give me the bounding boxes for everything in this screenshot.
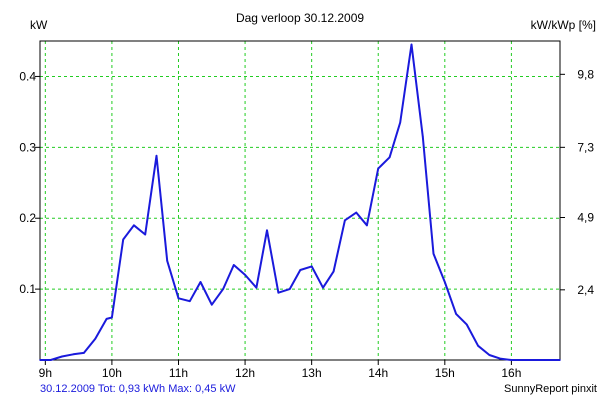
power-data-point [422,135,424,138]
power-data-point [61,355,63,358]
x-tick-label: 9h [39,366,52,380]
y-right-tick-label: 2,4 [577,283,594,297]
power-data-point [366,224,368,227]
power-data-point [388,156,391,159]
power-series-line [40,43,560,361]
power-data-point [344,219,346,222]
series-layer [39,43,561,361]
power-data-point [299,269,302,271]
power-data-point [72,353,75,356]
tick-layer: 9h 10h 11h 12h 13h 14h 15h 16h 0.1 0.2 0.3 0.4 2,4 4,… [19,67,594,380]
power-data-point [277,291,280,294]
power-data-point [244,274,246,276]
y-right-tick-label: 7,3 [577,140,594,154]
power-data-point [83,352,85,354]
power-data-point [210,303,213,306]
y-left-tick-label: 0.3 [19,140,36,154]
footer-summary: 30.12.2009 Tot: 0,93 kWh Max: 0,45 kW [40,383,236,395]
power-data-point [39,359,41,361]
power-data-point [322,286,324,289]
power-data-point [399,121,402,124]
power-data-point [155,155,158,157]
power-data-point [444,281,446,283]
power-data-point [133,224,135,227]
power-data-point [499,357,501,360]
power-data-point [310,265,313,268]
x-tick-label: 15h [435,366,455,380]
power-data-point [410,43,413,46]
grid-layer [40,41,560,360]
x-tick-label: 13h [302,366,322,380]
power-data-point [477,345,479,347]
power-data-point [177,297,180,300]
power-data-point [266,229,268,232]
y-axis-left-label: kW [30,18,48,32]
power-data-point [432,252,435,255]
power-data-point [288,288,291,290]
power-data-point [122,238,125,241]
power-data-point [94,337,97,340]
power-data-point [232,264,235,266]
chart-title: Dag verloop 30.12.2009 [236,11,364,25]
footer-credit: SunnyReport pinxit [504,383,597,395]
y-axis-right-label: kW/kWp [%] [531,18,596,32]
x-tick-label: 16h [501,366,521,380]
power-data-point [144,233,146,236]
power-data-point [255,286,258,289]
power-data-point [222,288,224,290]
power-data-point [521,359,524,361]
y-left-tick-label: 0.4 [19,69,36,83]
y-right-tick-label: 4,9 [577,211,594,225]
y-left-tick-label: 0.2 [19,211,36,225]
x-tick-label: 11h [169,366,188,380]
power-data-point [455,313,457,315]
x-tick-label: 12h [235,366,255,380]
power-data-point [532,359,535,361]
power-data-point [510,359,513,361]
y-left-tick-label: 0.1 [19,282,36,296]
x-tick-label: 10h [102,366,122,380]
x-tick-label: 14h [368,366,388,380]
power-data-point [543,359,546,361]
power-data-point [166,259,168,262]
power-data-point [377,167,380,170]
power-data-point [49,359,52,361]
power-data-point [488,354,491,356]
power-data-point [559,359,561,361]
power-data-point [355,211,358,214]
y-right-tick-label: 9,8 [577,67,594,81]
power-data-point [105,318,108,320]
plot-frame [39,40,561,361]
power-data-point [111,316,113,319]
power-data-point [199,281,202,283]
power-data-point [465,323,468,326]
power-data-point [332,270,335,273]
power-data-point [189,300,191,302]
